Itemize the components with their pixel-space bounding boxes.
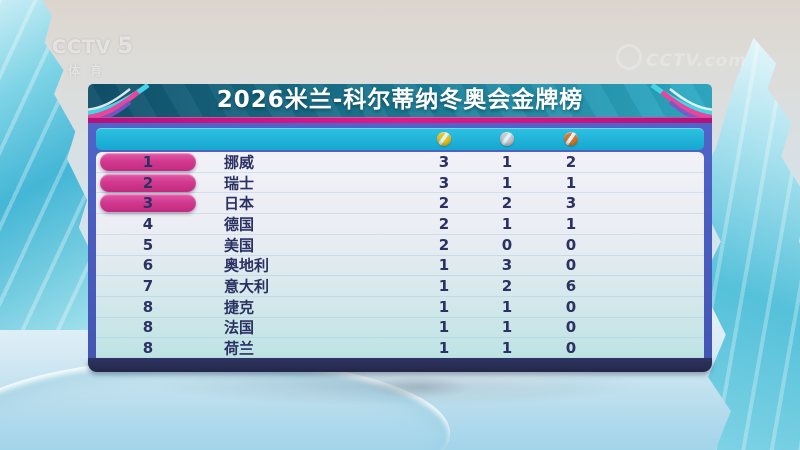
silver-count: 1 xyxy=(501,214,513,233)
silver-count: 2 xyxy=(501,194,513,213)
swoosh-decoration-right xyxy=(650,84,712,117)
rank-badge: 6 xyxy=(142,256,154,275)
table-row: 6 奥地利 1 3 0 xyxy=(96,256,704,277)
bronze-count: 0 xyxy=(565,318,577,337)
table-row: 1 挪威 3 1 2 xyxy=(96,152,704,173)
country-name: 捷克 xyxy=(224,298,255,317)
accent-stripe xyxy=(88,117,712,123)
silver-count: 0 xyxy=(501,235,513,254)
country-name: 美国 xyxy=(224,236,255,255)
gold-count: 1 xyxy=(438,256,450,275)
silver-count: 3 xyxy=(501,256,513,275)
bronze-medal-icon xyxy=(564,132,578,146)
medal-table-body: 1 挪威 3 1 2 2 瑞士 3 1 1 3 日本 2 2 3 4 德国 2 … xyxy=(96,152,704,358)
silver-count: 1 xyxy=(501,297,513,316)
silver-count: 2 xyxy=(501,277,513,296)
rank-badge: 8 xyxy=(142,318,154,337)
table-row: 4 德国 2 1 1 xyxy=(96,214,704,235)
silver-count: 1 xyxy=(501,173,513,192)
silver-medal-icon xyxy=(500,132,514,146)
rank-badge: 5 xyxy=(142,235,154,254)
table-row: 7 意大利 1 2 6 xyxy=(96,276,704,297)
rank-badge: 3 xyxy=(100,194,196,213)
bronze-count: 3 xyxy=(565,194,577,213)
table-row: 5 美国 2 0 0 xyxy=(96,235,704,256)
bronze-count: 1 xyxy=(565,214,577,233)
swoosh-decoration-left xyxy=(88,84,150,117)
bronze-count: 2 xyxy=(565,152,577,171)
country-name: 挪威 xyxy=(224,153,255,172)
table-row: 8 捷克 1 1 0 xyxy=(96,297,704,318)
bronze-count: 0 xyxy=(565,339,577,358)
medal-header-row xyxy=(96,128,704,150)
cctv5-logo: CCTV 5 体育 xyxy=(52,34,134,79)
gold-count: 3 xyxy=(438,173,450,192)
rank-badge: 4 xyxy=(142,214,154,233)
table-row: 2 瑞士 3 1 1 xyxy=(96,173,704,194)
gold-count: 1 xyxy=(438,297,450,316)
table-row: 8 法国 1 1 0 xyxy=(96,318,704,339)
gold-count: 1 xyxy=(438,318,450,337)
table-row: 3 日本 2 2 3 xyxy=(96,193,704,215)
gold-count: 2 xyxy=(438,235,450,254)
rank-badge: 2 xyxy=(100,173,196,192)
gold-count: 2 xyxy=(438,194,450,213)
country-name: 瑞士 xyxy=(224,174,255,193)
rank-badge: 8 xyxy=(142,339,154,358)
silver-count: 1 xyxy=(501,318,513,337)
cctv-com-watermark: CCTV.com xyxy=(616,44,747,71)
rank-badge: 7 xyxy=(142,277,154,296)
rank-badge: 1 xyxy=(100,152,196,171)
title-bar: 2026米兰-科尔蒂纳冬奥会金牌榜 xyxy=(88,84,712,117)
gold-medal-icon xyxy=(437,132,451,146)
panel-footer xyxy=(88,358,712,372)
panel-frame: 1 挪威 3 1 2 2 瑞士 3 1 1 3 日本 2 2 3 4 德国 2 … xyxy=(88,123,712,358)
bronze-count: 0 xyxy=(565,297,577,316)
channel-number: 5 xyxy=(117,34,134,59)
country-name: 意大利 xyxy=(224,277,270,296)
panel-shadow xyxy=(150,372,650,406)
gold-count: 3 xyxy=(438,152,450,171)
country-name: 日本 xyxy=(224,194,255,213)
medal-table-panel: 2026米兰-科尔蒂纳冬奥会金牌榜 1 挪威 3 1 2 2 瑞士 3 1 xyxy=(88,84,712,372)
country-name: 荷兰 xyxy=(224,339,255,358)
channel-subtitle: 体育 xyxy=(68,64,113,78)
bronze-count: 0 xyxy=(565,256,577,275)
rank-badge: 8 xyxy=(142,297,154,316)
gold-count: 1 xyxy=(438,277,450,296)
channel-name: CCTV xyxy=(52,36,112,58)
country-name: 德国 xyxy=(224,215,255,234)
bronze-count: 0 xyxy=(565,235,577,254)
country-name: 奥地利 xyxy=(224,256,270,275)
silver-count: 1 xyxy=(501,152,513,171)
page-title: 2026米兰-科尔蒂纳冬奥会金牌榜 xyxy=(216,87,584,113)
watermark-ring-icon xyxy=(616,44,642,70)
bronze-count: 1 xyxy=(565,173,577,192)
gold-count: 1 xyxy=(438,339,450,358)
table-row: 8 荷兰 1 1 0 xyxy=(96,338,704,358)
bronze-count: 6 xyxy=(565,277,577,296)
gold-count: 2 xyxy=(438,214,450,233)
country-name: 法国 xyxy=(224,318,255,337)
silver-count: 1 xyxy=(501,339,513,358)
